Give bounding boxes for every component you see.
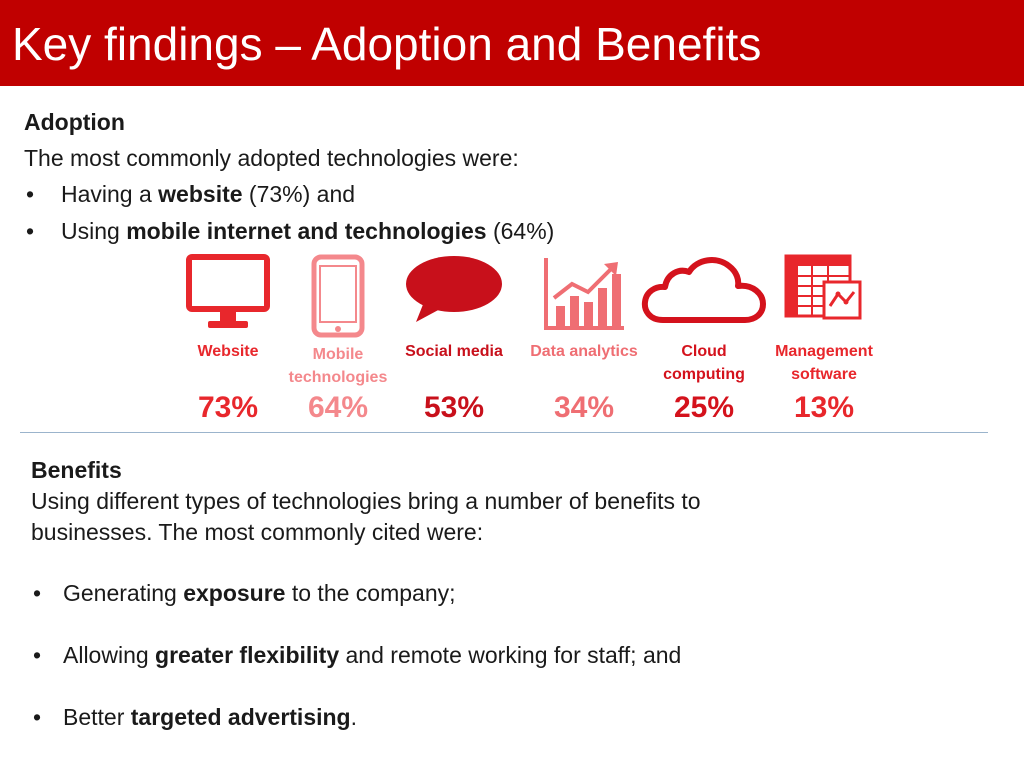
tech-management-software: Management software 13% bbox=[768, 254, 880, 430]
tech-percent: 73% bbox=[197, 391, 259, 424]
cloud-icon bbox=[641, 257, 766, 323]
adoption-section: Adoption The most commonly adopted techn… bbox=[24, 104, 1004, 250]
analytics-chart-icon bbox=[544, 258, 624, 330]
benefits-bullet: • Generating exposure to the company; bbox=[31, 578, 991, 609]
slide-title: Key findings – Adoption and Benefits bbox=[12, 18, 762, 70]
bullet-bold-text: exposure bbox=[183, 580, 286, 606]
bullet-text: Better bbox=[63, 704, 131, 730]
adoption-heading: Adoption bbox=[24, 109, 125, 135]
bullet-text: to the company; bbox=[285, 580, 456, 606]
tech-label: Mobile technologies bbox=[288, 346, 388, 386]
bullet-text: . bbox=[350, 704, 357, 730]
monitor-icon bbox=[186, 254, 270, 328]
bullet-text: (73%) and bbox=[242, 181, 356, 207]
bullet-text: Generating bbox=[63, 580, 184, 606]
benefits-bullet: • Allowing greater flexibility and remote… bbox=[31, 640, 991, 671]
tech-label: Data analytics bbox=[530, 343, 638, 360]
tech-percent: 25% bbox=[673, 391, 735, 424]
tech-percent: 13% bbox=[793, 391, 855, 424]
speech-bubble-icon bbox=[406, 256, 502, 322]
tech-cloud-computing: Cloud computing 25% bbox=[641, 254, 766, 430]
title-bar: Key findings – Adoption and Benefits bbox=[0, 0, 1024, 86]
benefits-intro: Using different types of technologies br… bbox=[31, 488, 701, 545]
tech-label: Social media bbox=[405, 343, 503, 360]
benefits-heading: Benefits bbox=[31, 457, 122, 483]
benefits-section: Benefits Using different types of techno… bbox=[31, 455, 991, 764]
bullet-marker: • bbox=[33, 580, 42, 606]
adoption-bullet: • Having a website (73%) and bbox=[24, 176, 1004, 213]
tech-label: Management software bbox=[775, 343, 873, 383]
tech-label: Website bbox=[197, 343, 259, 360]
bullet-text: and remote working for staff; and bbox=[339, 642, 682, 668]
tech-percent: 64% bbox=[307, 391, 369, 424]
bullet-marker: • bbox=[26, 181, 35, 207]
bullet-bold-text: targeted advertising bbox=[130, 704, 351, 730]
bullet-text: Having a bbox=[61, 181, 159, 207]
section-divider bbox=[20, 432, 988, 433]
tech-label: Cloud computing bbox=[663, 343, 745, 383]
spreadsheet-icon bbox=[784, 254, 862, 320]
adoption-bullet-list: • Having a website (73%) and • Using mobil… bbox=[24, 176, 1004, 250]
bullet-marker: • bbox=[33, 642, 42, 668]
bullet-marker: • bbox=[33, 704, 42, 730]
bullet-text: Using bbox=[61, 218, 127, 244]
bullet-bold-text: mobile internet and technologies bbox=[126, 218, 487, 244]
tech-website: Website 73% bbox=[172, 254, 284, 430]
tech-percent: 34% bbox=[553, 391, 615, 424]
smartphone-icon bbox=[311, 254, 365, 338]
technology-infographic: Website 73% Mobile technologies 64% Soci… bbox=[172, 254, 892, 430]
adoption-intro: The most commonly adopted technologies w… bbox=[24, 145, 519, 171]
benefits-bullet: • Better targeted advertising. bbox=[31, 702, 991, 733]
benefits-bullet-list: • Generating exposure to the company; • Al… bbox=[31, 578, 991, 733]
bullet-bold-text: greater flexibility bbox=[155, 642, 340, 668]
bullet-text: (64%) bbox=[486, 218, 555, 244]
adoption-bullet: • Using mobile internet and technologies … bbox=[24, 213, 1004, 250]
bullet-bold-text: website bbox=[158, 181, 243, 207]
bullet-text: Allowing bbox=[63, 642, 156, 668]
tech-data-analytics: Data analytics 34% bbox=[528, 254, 640, 430]
tech-mobile: Mobile technologies 64% bbox=[282, 254, 394, 430]
tech-percent: 53% bbox=[423, 391, 485, 424]
bullet-marker: • bbox=[26, 218, 35, 244]
tech-social-media: Social media 53% bbox=[398, 254, 510, 430]
